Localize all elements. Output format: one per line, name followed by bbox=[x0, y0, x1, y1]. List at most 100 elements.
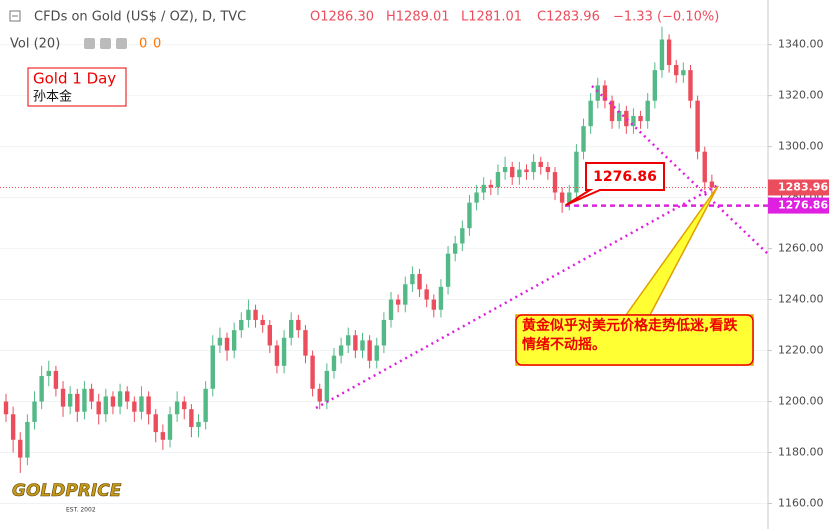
annotation: 黄金似乎对美元价格走势低迷,看跌情绪不动摇。 bbox=[522, 318, 737, 353]
candle-body bbox=[438, 286, 444, 310]
candle-body bbox=[360, 340, 365, 351]
candle-body bbox=[32, 401, 37, 422]
candle-body bbox=[374, 345, 379, 361]
candle-body bbox=[260, 319, 265, 326]
logo: GOLDPRICE bbox=[12, 481, 122, 501]
candle-body bbox=[524, 169, 529, 173]
candle-body bbox=[160, 432, 166, 440]
candle-body bbox=[552, 172, 558, 193]
candle-body bbox=[474, 192, 479, 203]
candle-body bbox=[452, 243, 458, 254]
candle-body bbox=[53, 370, 59, 389]
candles bbox=[3, 26, 715, 473]
candle-body bbox=[695, 100, 700, 152]
candle-body bbox=[39, 376, 44, 402]
candle-body bbox=[174, 401, 180, 415]
candle-body bbox=[652, 70, 658, 101]
legend-title: Gold 1 Day bbox=[33, 70, 116, 88]
candle-body bbox=[289, 319, 294, 338]
candle-body bbox=[517, 169, 522, 178]
y-tick-label: 1200.00 bbox=[778, 395, 824, 408]
grid bbox=[0, 44, 768, 505]
candle-body bbox=[367, 340, 372, 361]
candle-body bbox=[353, 335, 358, 351]
candle-body bbox=[67, 393, 73, 407]
candle-body bbox=[331, 355, 337, 371]
candle-body bbox=[395, 299, 401, 305]
candle-body bbox=[460, 228, 465, 244]
ohlc-close: C1283.96 bbox=[537, 10, 600, 25]
collapse-icon[interactable] bbox=[9, 10, 21, 22]
y-tick-label: 1260.00 bbox=[778, 242, 824, 255]
candle-body bbox=[60, 388, 66, 407]
candle-body bbox=[602, 85, 608, 101]
candle-body bbox=[146, 396, 151, 415]
candle-body bbox=[18, 439, 23, 458]
candle-body bbox=[410, 274, 415, 285]
candle-body bbox=[217, 337, 223, 346]
candle-body bbox=[681, 70, 686, 76]
candle-body bbox=[631, 115, 636, 127]
candle-body bbox=[467, 202, 472, 229]
candle-body bbox=[46, 370, 51, 377]
level-callout-text: 1276.86 bbox=[593, 169, 657, 185]
candle-body bbox=[82, 388, 87, 412]
close-icon[interactable] bbox=[116, 38, 127, 49]
candle-body bbox=[110, 396, 116, 407]
candle-body bbox=[481, 184, 486, 193]
level-tag bbox=[768, 197, 829, 214]
candle-body bbox=[203, 388, 208, 422]
candle-body bbox=[139, 396, 144, 412]
candle-body bbox=[224, 337, 230, 351]
candle-body bbox=[431, 299, 436, 310]
y-tick-label: 1320.00 bbox=[778, 89, 824, 102]
candle-body bbox=[196, 421, 201, 428]
settings-icon[interactable] bbox=[100, 38, 111, 49]
annotation-box bbox=[515, 314, 754, 366]
ohlc-change: −1.33 (−0.10%) bbox=[613, 10, 719, 25]
candle-body bbox=[317, 388, 322, 402]
candle-body bbox=[281, 337, 287, 366]
candle-body bbox=[189, 409, 194, 428]
y-tick-label: 1300.00 bbox=[778, 140, 824, 153]
volume-label: Vol (20) bbox=[10, 37, 60, 52]
candle-body bbox=[595, 85, 600, 101]
candle-body bbox=[659, 39, 665, 71]
candle-body bbox=[616, 110, 622, 122]
level-callout bbox=[565, 162, 665, 206]
y-tick-label: 1180.00 bbox=[778, 446, 824, 459]
candle-body bbox=[445, 253, 451, 287]
candle-body bbox=[310, 355, 315, 389]
candle-body bbox=[417, 274, 422, 290]
candle-body bbox=[125, 391, 130, 402]
trendline bbox=[315, 183, 719, 410]
candle-body bbox=[117, 391, 123, 407]
candle-body bbox=[167, 414, 173, 440]
candle-body bbox=[10, 414, 16, 440]
logo-subtitle: EST. 2002 bbox=[66, 507, 96, 514]
candle-body bbox=[239, 319, 244, 331]
candle-body bbox=[253, 309, 258, 320]
last-price-tag bbox=[768, 179, 829, 196]
candle-body bbox=[25, 421, 30, 458]
candle-body bbox=[231, 330, 237, 351]
eye-icon[interactable] bbox=[84, 38, 95, 49]
level-label: 1276.86 bbox=[778, 199, 828, 212]
candle-body bbox=[153, 414, 158, 433]
y-tick-label: 1160.00 bbox=[778, 497, 824, 510]
candle-body bbox=[182, 401, 187, 410]
candle-body bbox=[403, 284, 408, 305]
candle-body bbox=[488, 184, 494, 188]
candle-body bbox=[567, 192, 572, 203]
candle-body bbox=[531, 161, 536, 173]
candle-body bbox=[702, 151, 707, 183]
candle-body bbox=[645, 100, 650, 122]
volume-value: 0 bbox=[153, 37, 161, 52]
candle-body bbox=[381, 319, 387, 346]
candle-body bbox=[502, 166, 508, 173]
candle-body bbox=[75, 393, 80, 412]
candle-body bbox=[609, 100, 615, 122]
candle-body bbox=[574, 151, 579, 193]
candle-body bbox=[210, 345, 215, 389]
